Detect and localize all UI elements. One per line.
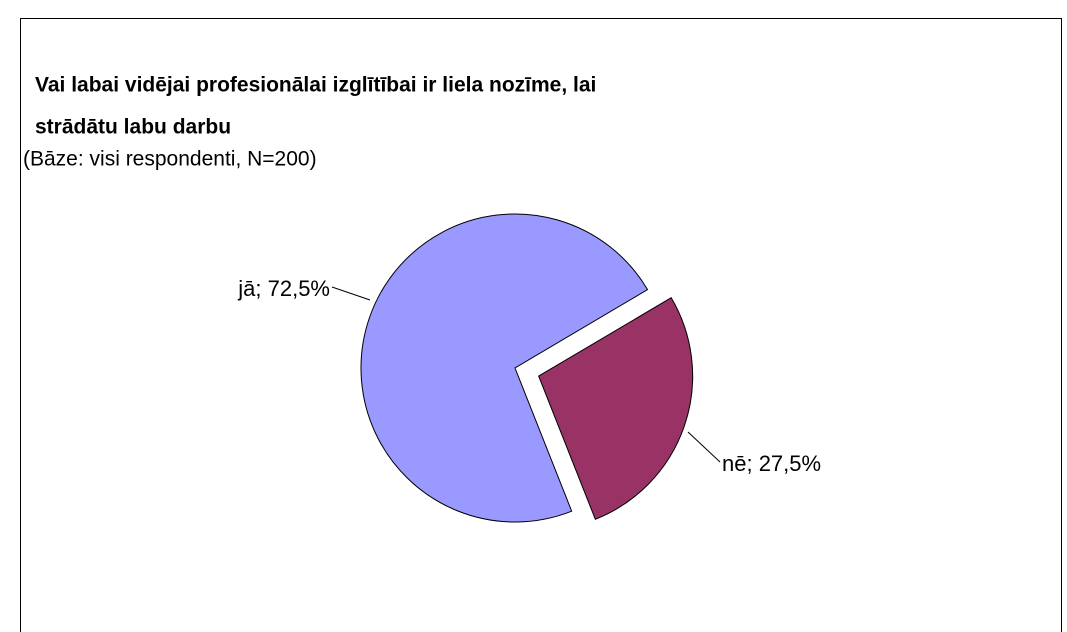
leader-line xyxy=(687,431,721,463)
chart-subtitle: (Bāze: visi respondenti, N=200) xyxy=(23,148,317,171)
pie-slice xyxy=(538,297,694,520)
chart-title: Vai labai vidējai profesionālai izglītīb… xyxy=(35,74,596,97)
leader-line xyxy=(331,286,371,301)
pie-slice xyxy=(360,213,649,523)
data-label: nē; 27,5% xyxy=(722,451,821,476)
data-label: jā; 72,5% xyxy=(237,276,330,301)
chart-title: strādātu labu darbu xyxy=(35,116,231,139)
